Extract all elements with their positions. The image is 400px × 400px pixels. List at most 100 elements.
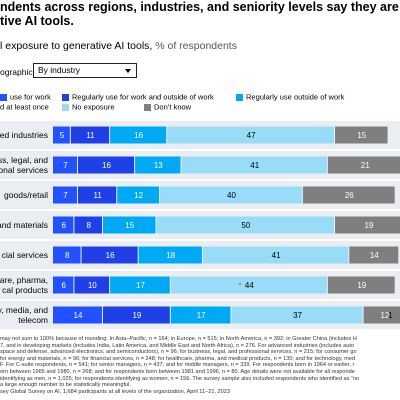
bar-segment (102, 216, 156, 234)
legend-swatch (236, 93, 243, 101)
category-label: onal services (0, 165, 48, 175)
chevron-down-icon (125, 69, 131, 73)
bar-segment (138, 246, 202, 264)
footnote-line: 7, and in developing markets (includes I… (0, 342, 355, 349)
bar-value-label: 12 (381, 311, 390, 320)
category-label: cial services (2, 250, 48, 260)
category-label: and materials (0, 220, 48, 230)
legend-label: Regularly use for work and outside of wo… (72, 92, 214, 102)
category-label: telecom (18, 315, 48, 325)
bar-segment (110, 126, 167, 144)
category-label: ed industries (0, 130, 48, 140)
footnote-line: F. For C-suite respondents, n = 541; for… (0, 362, 355, 369)
legend-item-use-for-work: use for work (0, 92, 51, 102)
footnote-line: identifying as men, n = 1,025; for respo… (0, 375, 360, 382)
legend-item-dont-know: Don’t know (144, 102, 191, 112)
bar-value-label: 47 (247, 131, 256, 140)
bar-segment (53, 216, 74, 234)
bar-segment (53, 246, 81, 264)
footnote-line: for energy and materials, n = 96; for fi… (0, 355, 356, 362)
subtitle-text: l exposure to generative AI tools, (0, 40, 153, 52)
bar-segment (117, 186, 160, 204)
bar-value-label: 50 (241, 221, 250, 230)
chart-subtitle: l exposure to generative AI tools, % of … (0, 40, 237, 52)
bar-segment (363, 306, 400, 324)
bar-value-label: 19 (364, 221, 373, 230)
bar-value-label: 10 (88, 281, 97, 290)
legend-label: No exposure (72, 102, 115, 112)
bar-segment (74, 216, 102, 234)
category-label: y, media, and (0, 305, 48, 315)
bar-segment (202, 246, 349, 264)
bar-value-label: 18 (166, 251, 175, 260)
bar-value-label: 5 (60, 131, 65, 140)
legend-swatch (144, 103, 151, 111)
headline-line-2: tive AI tools. (0, 14, 74, 28)
bar-value-label: 6 (61, 281, 66, 290)
bar-value-label: 19 (357, 281, 366, 290)
bar-segment (170, 306, 231, 324)
bar-value-label: 7 (63, 191, 68, 200)
bar-value-label: 40 (227, 191, 236, 200)
bar-segment (77, 156, 135, 174)
bar-segment (181, 156, 327, 174)
chart-footnotes: may not sum to 100% because of rounding.… (0, 336, 400, 395)
footnote-line: orn between 1965 and 1980, n = 268; and … (0, 368, 355, 375)
bar-value-label: 12 (134, 191, 143, 200)
bar-segment (170, 276, 327, 294)
legend-item-outside-of-work: Regularly use outside of work (236, 92, 344, 102)
legend-item-no-exposure: No exposure (62, 102, 115, 112)
bar-value-label: 14 (74, 311, 83, 320)
bar-value-label: 16 (134, 131, 143, 140)
legend-swatch (62, 103, 69, 111)
bar-segment (77, 186, 117, 204)
bar-value-label: 6 (61, 221, 66, 230)
filter-label: ographic (0, 67, 33, 77)
bar-value-label: 26 (345, 191, 354, 200)
bar-segment (70, 126, 110, 144)
bar-value-label: 8 (86, 221, 91, 230)
bar-segment (53, 156, 77, 174)
bar-value-label: 16 (106, 251, 115, 260)
legend-label: Regularly use outside of work (246, 92, 345, 102)
bar-value-label: 15 (125, 221, 134, 230)
bar-segment (167, 126, 335, 144)
bar-segment (135, 156, 181, 174)
marker-dot (239, 283, 241, 285)
bar-segment (335, 216, 400, 234)
bar-segment (53, 276, 74, 294)
bar-value-label: 41 (250, 161, 259, 170)
subtitle-unit: % of respondents (152, 40, 237, 52)
category-label: cal products (2, 285, 48, 295)
bar-segment (302, 186, 395, 204)
legend-item-work-and-outside: Regularly use for work and outside of wo… (62, 92, 214, 102)
bar-value-label: 41 (272, 251, 281, 260)
filter-dropdown[interactable]: By industry (33, 63, 137, 78)
legend-swatch (62, 93, 69, 101)
bar-segment (327, 156, 400, 174)
bar-segment (81, 246, 138, 264)
legend-label: use for work (10, 92, 51, 102)
bar-value-label: 7 (63, 161, 68, 170)
bar-value-label: 8 (65, 251, 70, 260)
footnote-line: sey Global Survey on AI, 1,684 participa… (0, 388, 231, 395)
bar-value-label: 16 (102, 161, 111, 170)
category-label: are, pharma, (0, 275, 48, 285)
category-label: goods/retail (4, 190, 48, 200)
bar-value-label: 13 (154, 161, 163, 170)
legend-item-at-least-once: d at least once (0, 102, 49, 112)
bar-value-label: 44 (245, 281, 254, 290)
filter-selected-value: By industry (38, 65, 81, 75)
bar-value-label: 21 (361, 161, 370, 170)
bar-segment (53, 306, 102, 324)
bar-value-label: 15 (357, 131, 366, 140)
legend-label: Don’t know (154, 102, 192, 112)
bar-value-label: 37 (293, 311, 302, 320)
bar-value-label: 17 (197, 311, 206, 320)
bar-value-label: 1 (388, 311, 393, 320)
bar-segment (349, 246, 399, 264)
bar-value-label: 17 (136, 281, 145, 290)
bar-segment (156, 216, 335, 234)
bar-segment (110, 276, 170, 294)
